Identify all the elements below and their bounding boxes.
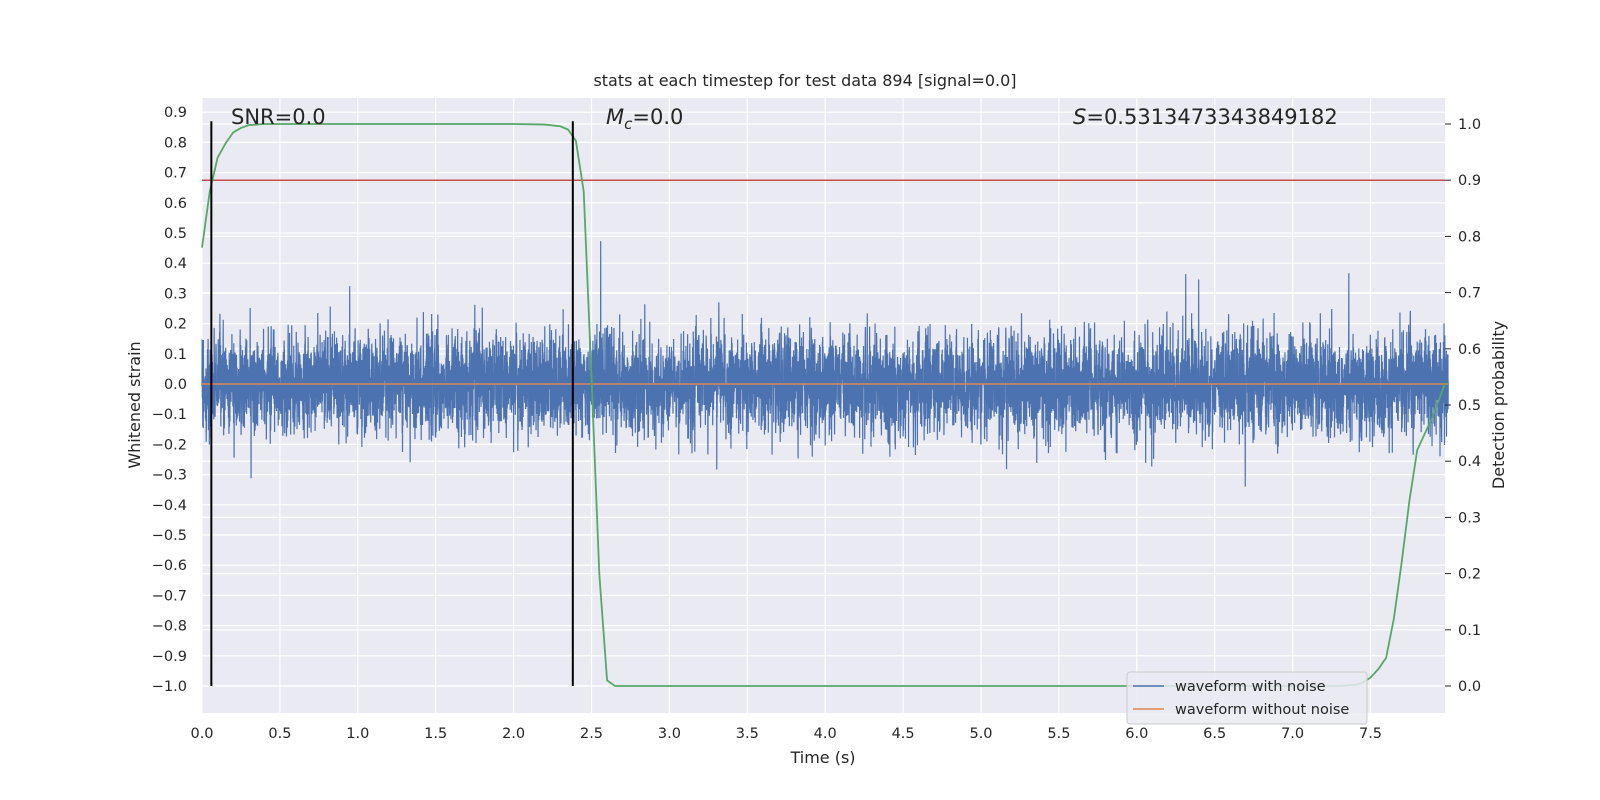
y-left-tick-label: 0.0 bbox=[164, 377, 187, 393]
chart-title: stats at each timestep for test data 894… bbox=[593, 71, 1016, 90]
y-left-tick-label: −0.9 bbox=[152, 649, 187, 665]
x-tick-label: 4.0 bbox=[814, 726, 837, 742]
x-axis-label: Time (s) bbox=[789, 748, 855, 767]
y-axis-right-ticks: 1.0 0.9 0.8 0.7 0.6 0.5 0.4 0.3 0.2 0.1 0.0 bbox=[1445, 117, 1481, 695]
y-left-tick-label: −0.5 bbox=[152, 528, 187, 544]
x-tick-label: 5.5 bbox=[1047, 726, 1070, 742]
y-axis-right-label: Detection probability bbox=[1489, 321, 1508, 489]
x-tick-label: 0.0 bbox=[190, 726, 213, 742]
mc-subscript: c bbox=[624, 115, 633, 133]
y-right-tick-label: 0.0 bbox=[1458, 679, 1481, 695]
x-tick-label: 6.0 bbox=[1125, 726, 1148, 742]
y-left-tick-label: 0.6 bbox=[164, 196, 187, 212]
y-right-tick-label: 0.7 bbox=[1458, 286, 1481, 302]
y-left-tick-label: −0.1 bbox=[152, 407, 187, 423]
x-tick-label: 1.0 bbox=[346, 726, 369, 742]
x-tick-label: 0.5 bbox=[268, 726, 291, 742]
y-axis-left-label: Whitened strain bbox=[125, 341, 144, 468]
x-tick-label: 6.5 bbox=[1203, 726, 1226, 742]
y-right-tick-label: 1.0 bbox=[1458, 117, 1481, 133]
y-left-tick-label: −0.4 bbox=[152, 498, 187, 514]
legend-label-clean: waveform without noise bbox=[1175, 702, 1349, 718]
legend-box bbox=[1126, 671, 1368, 725]
y-right-tick-label: 0.8 bbox=[1458, 229, 1481, 245]
y-left-tick-label: −1.0 bbox=[152, 679, 187, 695]
y-left-tick-label: 0.3 bbox=[164, 286, 187, 302]
noise-waveform-series bbox=[201, 241, 1449, 487]
y-left-tick-label: −0.2 bbox=[152, 437, 187, 453]
x-tick-label: 1.5 bbox=[424, 726, 447, 742]
y-left-tick-label: 0.5 bbox=[164, 226, 187, 242]
y-left-tick-label: −0.8 bbox=[152, 619, 187, 635]
y-left-tick-label: 0.7 bbox=[164, 166, 187, 182]
x-tick-label: 3.5 bbox=[736, 726, 759, 742]
y-right-tick-label: 0.6 bbox=[1458, 342, 1481, 358]
y-left-tick-label: −0.7 bbox=[152, 588, 187, 604]
y-left-tick-label: −0.3 bbox=[152, 468, 187, 484]
y-right-tick-label: 0.4 bbox=[1458, 454, 1481, 470]
mc-symbol: M bbox=[606, 105, 624, 129]
y-axis-left-ticks: 0.9 0.8 0.7 0.6 0.5 0.4 0.3 0.2 0.1 0.0 −0.1 −0.2 −0… bbox=[152, 105, 187, 695]
y-right-tick-label: 0.1 bbox=[1458, 623, 1481, 639]
x-tick-label: 7.5 bbox=[1359, 726, 1382, 742]
y-left-tick-label: 0.2 bbox=[164, 317, 187, 333]
y-right-tick-label: 0.2 bbox=[1458, 567, 1481, 583]
x-tick-label: 2.5 bbox=[580, 726, 603, 742]
s-value: =0.5313473343849182 bbox=[1086, 105, 1337, 129]
x-tick-label: 2.0 bbox=[502, 726, 525, 742]
statistic-annotation: S=0.5313473343849182 bbox=[1073, 105, 1338, 129]
x-tick-label: 5.0 bbox=[969, 726, 992, 742]
y-right-tick-label: 0.3 bbox=[1458, 510, 1481, 526]
y-left-tick-label: 0.1 bbox=[164, 347, 187, 363]
y-left-tick-label: 0.8 bbox=[164, 135, 187, 151]
detection-probability-series bbox=[201, 123, 1447, 687]
s-symbol: S bbox=[1073, 105, 1086, 129]
noise-waveform-line bbox=[201, 241, 1449, 487]
y-left-tick-label: −0.6 bbox=[152, 558, 187, 574]
x-tick-label: 3.0 bbox=[658, 726, 681, 742]
legend: waveform with noise waveform without noi… bbox=[1126, 671, 1368, 725]
y-right-tick-label: 0.9 bbox=[1458, 173, 1481, 189]
y-right-tick-label: 0.5 bbox=[1458, 398, 1481, 414]
x-axis-ticks: 0.0 0.5 1.0 1.5 2.0 2.5 3.0 3.5 4.0 4.5 5.0 5.5 6.0 6… bbox=[190, 726, 1382, 742]
legend-label-noise: waveform with noise bbox=[1175, 679, 1326, 695]
mc-value: =0.0 bbox=[632, 105, 683, 129]
x-tick-label: 7.0 bbox=[1281, 726, 1304, 742]
x-tick-label: 4.5 bbox=[892, 726, 915, 742]
y-left-tick-label: 0.4 bbox=[164, 256, 187, 272]
chirp-mass-annotation: Mc=0.0 bbox=[606, 105, 683, 133]
snr-annotation: SNR=0.0 bbox=[231, 105, 326, 129]
y-left-tick-label: 0.9 bbox=[164, 105, 187, 121]
